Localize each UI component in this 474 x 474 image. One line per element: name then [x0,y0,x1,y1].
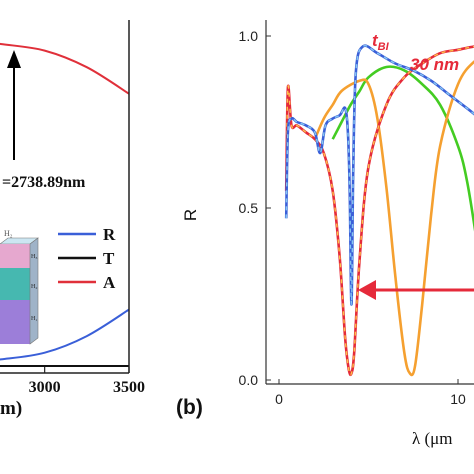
panel-b-series-blue [284,44,474,306]
panel-a-tick-label-3500: 3500 [113,379,145,396]
tbi-text: t [372,31,379,50]
panel-b-ytick-label-0.5: 0.5 [239,200,259,216]
panel-b-xlabel: λ (μm [412,429,453,448]
panel-b-ytick-label-0.0: 0.0 [239,372,259,388]
inset-layer-label-bottom: H₁ [31,316,37,322]
panel-b: (b) R 0.0 0.5 1.0 0 10 tBI 30 nm λ (μm [176,20,474,448]
panel-a-annotation-label: =2738.89nm [2,174,86,191]
inset-layer-bottom [0,300,30,344]
panel-a-series-group [0,42,130,367]
panel-a: 3000 3500 =2738.89nm H₂ H₃ H₂ H₁ R T A m) [0,20,145,419]
panel-b-fit-blue [285,44,474,306]
panel-b-ytick-label-1.0: 1.0 [239,28,259,44]
inset-layer-label-middle: H₂ [31,284,37,290]
legend-label-A: A [103,273,116,292]
panel-a-tick-label-3000: 3000 [29,379,61,396]
panel-b-tbi-label: tBI [372,31,390,53]
panel-b-series-green [331,65,474,232]
inset-side-face [29,237,39,345]
panel-b-series-group [284,44,474,377]
panel-b-label: (b) [176,396,203,419]
panel-a-xlabel-fragment: m) [0,398,22,419]
panel-b-xtick-label-0: 0 [275,391,283,407]
panel-b-arrow-head [358,280,376,300]
inset-layer-middle [0,268,30,300]
panel-a-legend: R T A [58,225,116,292]
panel-b-xtick-label-10: 10 [450,391,466,407]
panel-b-series-orange [313,60,474,377]
legend-label-R: R [103,225,116,244]
panel-a-series-R [0,308,130,361]
panel-b-ylabel: R [181,209,200,221]
panel-b-thickness-label: 30 nm [410,55,459,74]
inset-layer-top [0,244,30,268]
panel-b-series-red [284,45,474,377]
panel-b-tick-group: 0.0 0.5 1.0 0 10 [239,28,466,407]
panel-b-fit-red [285,45,474,376]
legend-label-T: T [103,249,115,268]
inset-layer-label-top: H₃ [31,254,37,260]
panel-a-tick-group: 3000 3500 [29,367,145,396]
tbi-subscript: BI [378,41,390,53]
panel-a-annotation-arrow-head [7,50,21,68]
panel-a-inset-top-label: H₂ [4,229,13,238]
panel-a-layer-stack-inset: H₂ H₃ H₂ H₁ [0,229,39,345]
panel-a-series-A [0,42,130,95]
